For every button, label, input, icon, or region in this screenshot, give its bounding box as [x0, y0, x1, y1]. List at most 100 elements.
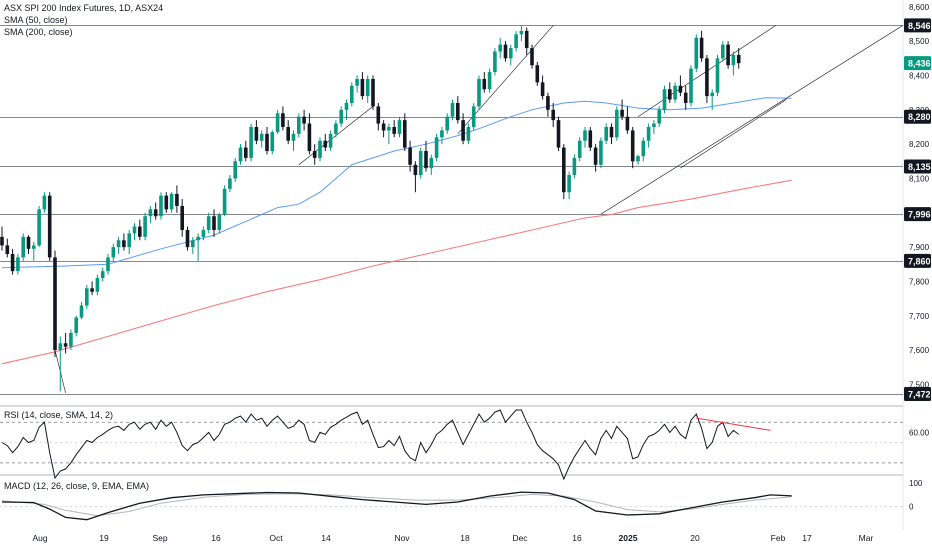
- candle-105[interactable]: [556, 116, 561, 152]
- candle-58[interactable]: [307, 113, 312, 155]
- candle-132[interactable]: [699, 30, 704, 62]
- candle-118[interactable]: [625, 106, 630, 134]
- candle-2[interactable]: [10, 248, 15, 275]
- candle-67[interactable]: [355, 75, 359, 93]
- candle-110[interactable]: [583, 126, 587, 148]
- candle-61[interactable]: [323, 133, 328, 152]
- candle-47[interactable]: [249, 123, 253, 162]
- candle-65[interactable]: [344, 99, 349, 121]
- candle-72[interactable]: [381, 120, 386, 138]
- candle-122[interactable]: [646, 123, 651, 148]
- candle-57[interactable]: [302, 109, 306, 131]
- candle-84[interactable]: [445, 113, 449, 134]
- candle-12[interactable]: [63, 332, 68, 354]
- candle-125[interactable]: [662, 85, 667, 114]
- candle-137[interactable]: [726, 41, 730, 69]
- candle-16[interactable]: [85, 284, 89, 309]
- candle-134[interactable]: [710, 89, 714, 110]
- candle-69[interactable]: [365, 75, 370, 103]
- candle-33[interactable]: [175, 185, 179, 213]
- candle-13[interactable]: [69, 329, 73, 351]
- candle-34[interactable]: [180, 199, 184, 237]
- candle-89[interactable]: [471, 102, 476, 131]
- candle-133[interactable]: [705, 54, 709, 103]
- candle-27[interactable]: [143, 212, 147, 241]
- candle-39[interactable]: [206, 212, 211, 234]
- candles[interactable]: [0, 25, 741, 392]
- candle-73[interactable]: [387, 123, 391, 145]
- candle-78[interactable]: [413, 161, 418, 193]
- candle-85[interactable]: [450, 99, 455, 121]
- candle-88[interactable]: [466, 123, 471, 145]
- candle-127[interactable]: [673, 82, 677, 103]
- candle-121[interactable]: [641, 137, 646, 162]
- candle-4[interactable]: [21, 233, 25, 261]
- candle-86[interactable]: [456, 96, 460, 124]
- candle-90[interactable]: [477, 75, 481, 110]
- candle-71[interactable]: [376, 102, 381, 131]
- candle-130[interactable]: [689, 65, 693, 107]
- candle-32[interactable]: [169, 192, 174, 213]
- candle-30[interactable]: [159, 192, 163, 220]
- candle-106[interactable]: [562, 144, 566, 200]
- candle-38[interactable]: [201, 226, 206, 241]
- candle-15[interactable]: [79, 302, 84, 320]
- candle-75[interactable]: [397, 116, 402, 138]
- candle-111[interactable]: [588, 126, 593, 152]
- candle-60[interactable]: [318, 137, 322, 162]
- candle-96[interactable]: [509, 44, 513, 66]
- candle-103[interactable]: [546, 92, 550, 117]
- candle-98[interactable]: [519, 25, 524, 42]
- candle-53[interactable]: [281, 106, 285, 131]
- candle-112[interactable]: [593, 144, 598, 172]
- candle-108[interactable]: [572, 154, 577, 179]
- candle-135[interactable]: [715, 54, 720, 97]
- candle-80[interactable]: [424, 140, 428, 172]
- candle-95[interactable]: [503, 41, 508, 62]
- candle-82[interactable]: [434, 133, 439, 162]
- candle-56[interactable]: [297, 113, 301, 138]
- candle-35[interactable]: [185, 226, 190, 251]
- candle-59[interactable]: [312, 144, 317, 165]
- candle-92[interactable]: [487, 68, 492, 93]
- candle-41[interactable]: [217, 212, 222, 234]
- candle-116[interactable]: [615, 106, 619, 141]
- candle-79[interactable]: [418, 147, 423, 179]
- candle-25[interactable]: [132, 223, 137, 241]
- candle-64[interactable]: [339, 106, 343, 127]
- candle-46[interactable]: [244, 140, 248, 162]
- candle-114[interactable]: [604, 123, 608, 145]
- candle-131[interactable]: [694, 34, 699, 73]
- candle-109[interactable]: [577, 137, 582, 162]
- candle-101[interactable]: [535, 61, 540, 86]
- candle-124[interactable]: [657, 106, 661, 127]
- candle-62[interactable]: [328, 130, 333, 152]
- candle-14[interactable]: [74, 315, 78, 337]
- candle-18[interactable]: [95, 274, 100, 296]
- candle-70[interactable]: [371, 75, 375, 110]
- candle-45[interactable]: [238, 144, 243, 165]
- candle-51[interactable]: [270, 130, 275, 155]
- candle-102[interactable]: [540, 75, 545, 100]
- candle-9[interactable]: [47, 192, 52, 261]
- candle-49[interactable]: [259, 130, 264, 148]
- candle-138[interactable]: [731, 51, 736, 76]
- candle-23[interactable]: [122, 233, 126, 251]
- candle-20[interactable]: [106, 253, 110, 275]
- candle-17[interactable]: [90, 281, 94, 296]
- candle-24[interactable]: [127, 229, 131, 254]
- candle-63[interactable]: [334, 120, 338, 138]
- candle-11[interactable]: [58, 336, 63, 392]
- candle-128[interactable]: [678, 75, 683, 97]
- candle-77[interactable]: [408, 140, 412, 172]
- candle-76[interactable]: [403, 113, 407, 152]
- candle-81[interactable]: [429, 154, 434, 176]
- candle-26[interactable]: [138, 219, 142, 241]
- candle-97[interactable]: [514, 30, 518, 52]
- candle-48[interactable]: [254, 120, 259, 145]
- candle-37[interactable]: [196, 233, 200, 261]
- candle-44[interactable]: [233, 157, 237, 182]
- candle-0[interactable]: [0, 226, 4, 251]
- candle-136[interactable]: [721, 41, 725, 62]
- candle-42[interactable]: [222, 185, 227, 217]
